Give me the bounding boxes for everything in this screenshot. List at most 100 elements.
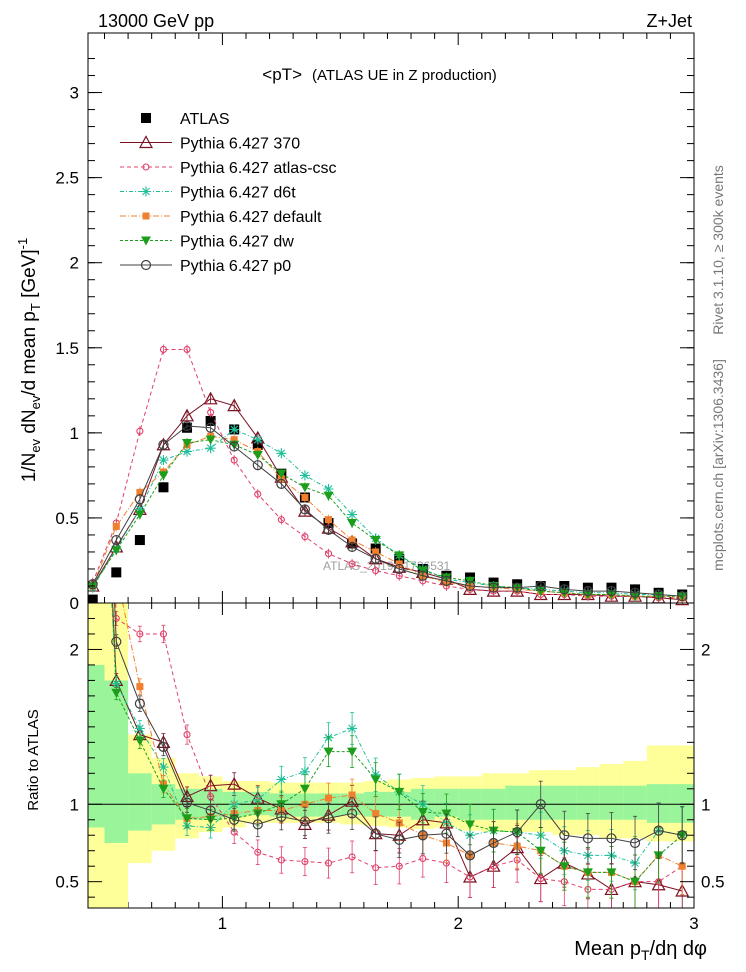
point-dw [252, 450, 263, 460]
ratio-point-dw [111, 688, 122, 698]
ratio-point-p370 [675, 883, 690, 897]
ratio-point-dw [299, 784, 310, 794]
ratio-point-p370 [227, 776, 242, 790]
point-atlascsc [183, 345, 191, 354]
ratio-point-dw [370, 775, 381, 785]
point-p0 [252, 460, 263, 471]
point-dw [158, 471, 169, 481]
point-default [301, 494, 309, 502]
point-d6t [205, 443, 216, 454]
point-p0 [346, 541, 358, 552]
ratio-point-default [89, 181, 96, 188]
ratio-bands [88, 603, 694, 908]
legend-marker-dw [141, 236, 151, 246]
point-default [230, 436, 238, 444]
point-p0 [299, 504, 311, 515]
point-dw [299, 483, 310, 493]
point-p0 [276, 478, 287, 489]
band-inner [623, 785, 647, 820]
ratio-point-dw [88, 181, 98, 190]
legend-item-atlas: ATLAS [141, 111, 230, 128]
ratio-p0 [88, 103, 688, 877]
ratio-ytick-label-right: 2 [701, 640, 710, 659]
series-line-d6t [92, 428, 683, 597]
ratio-point-p0 [559, 830, 570, 841]
point-dw [134, 510, 145, 520]
ytick-label: 2.5 [55, 169, 79, 188]
point-dw [182, 439, 193, 449]
ratio-point-p0 [677, 830, 688, 841]
ytick-label: 1.5 [55, 339, 79, 358]
point-p0 [417, 570, 428, 581]
ratio-point-p0 [205, 805, 216, 816]
ratio-point-atlascsc [207, 792, 215, 801]
point-p0 [394, 563, 405, 575]
point-p0 [677, 591, 688, 602]
legend-item-p370: Pythia 6.427 370 [120, 135, 300, 153]
ratio-point-atlascsc [90, 27, 96, 33]
ratio-point-p0 [276, 811, 287, 822]
ratio-point-d6t [347, 723, 358, 734]
point-d6t [323, 484, 334, 494]
point-atlas [158, 482, 169, 493]
ratio-point-p0 [582, 833, 593, 844]
ratio-point-atlascsc [419, 854, 427, 863]
main-plot: 0 0.5 1 1.5 2 2.5 3 [55, 32, 695, 908]
ratio-point-dw [464, 820, 475, 830]
point-atlas [205, 415, 216, 426]
series-p0 [88, 420, 688, 602]
ratio-point-p0 [158, 741, 169, 753]
plot-subtitle: (ATLAS UE in Z production) [312, 67, 497, 84]
ratio-xlabel: Mean pT/dη dφ [574, 938, 707, 963]
ratio-point-p0 [252, 819, 263, 830]
legend-marker-atlascsc [142, 163, 150, 171]
legend-label: Pythia 6.427 d6t [180, 185, 296, 202]
ytick-label: 2 [70, 254, 79, 273]
ratio-point-p0 [88, 103, 97, 112]
ratio-ytick-label-right: 0.5 [701, 873, 725, 892]
series-dw [88, 434, 688, 602]
ratio-point-dw [559, 862, 570, 872]
legend-item-d6t: Pythia 6.427 d6t [120, 185, 296, 202]
point-d6t [252, 434, 263, 445]
legend-marker-default [142, 212, 150, 220]
ratio-point-default [325, 794, 333, 802]
band-inner [128, 773, 152, 831]
ratio-plot: 1 2 3 0.5 0.5 1 1 2 2 [55, 27, 725, 933]
point-p0 [229, 441, 240, 452]
svg-text:1/Nev dNev/d mean pT [GeV]-1: 1/Nev dNev/d mean pT [GeV]-1 [15, 238, 43, 483]
point-dw [323, 491, 334, 501]
ratio-point-atlascsc [183, 731, 191, 739]
point-default [325, 516, 333, 524]
ratio-point-dw [347, 747, 358, 757]
point-atlas [111, 567, 122, 578]
legend-label: Pythia 6.427 atlas-csc [180, 160, 337, 177]
ratio-point-d6t [158, 762, 169, 773]
ratio-point-default [301, 800, 309, 808]
point-atlas [88, 594, 98, 605]
ratio-point-p0 [417, 830, 428, 841]
point-atlascsc [277, 516, 285, 524]
legend-marker-atlas [141, 113, 151, 123]
ratio-point-dw [606, 868, 617, 878]
ratio-point-p0 [346, 808, 358, 819]
xtick-label: 1 [218, 914, 227, 933]
main-frame [87, 32, 695, 604]
ratio-point-p0 [606, 833, 617, 844]
ratio-line-dw [111, 603, 683, 883]
ratio-point-atlascsc [112, 614, 120, 623]
point-d6t [229, 424, 240, 435]
ratio-point-p0 [370, 828, 381, 839]
ratio-series [88, 27, 690, 908]
series-line-atlascsc [92, 348, 683, 599]
ytick-label: 1 [70, 424, 79, 443]
ratio-point-d6t [134, 723, 145, 734]
ratio-point-p0 [488, 837, 499, 849]
point-p0 [488, 582, 499, 593]
header-right: Z+Jet [646, 11, 692, 31]
ratio-point-dw [134, 736, 145, 746]
ratio-point-atlascsc [537, 875, 545, 883]
point-p0 [512, 582, 523, 593]
point-p0 [205, 422, 216, 433]
band-inner [505, 785, 529, 820]
